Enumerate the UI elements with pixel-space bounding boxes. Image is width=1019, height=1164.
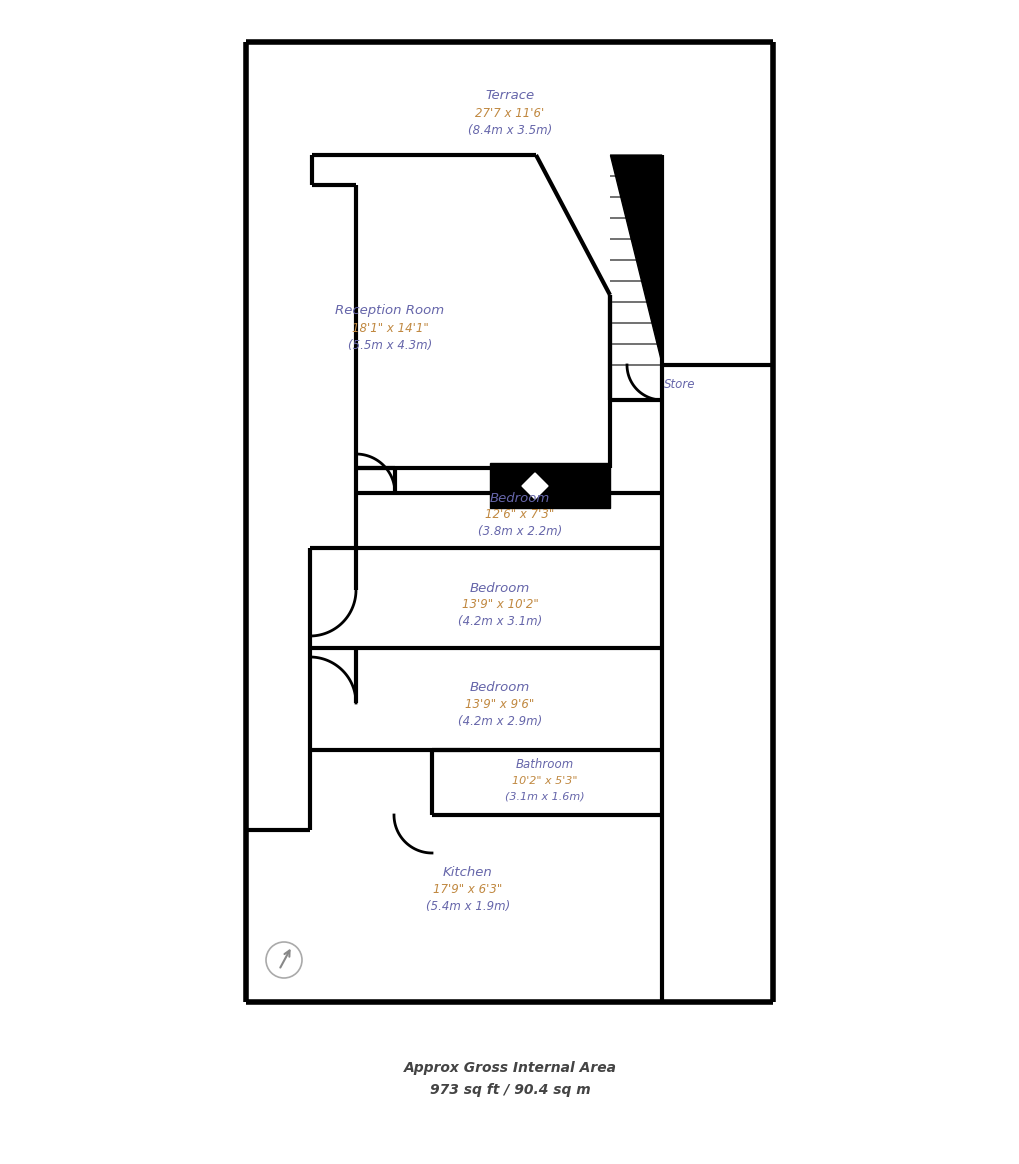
Text: Approx Gross Internal Area: Approx Gross Internal Area	[404, 1062, 615, 1076]
Text: Bedroom: Bedroom	[470, 681, 530, 695]
Text: 13'9" x 10'2": 13'9" x 10'2"	[462, 598, 538, 611]
Text: (4.2m x 2.9m): (4.2m x 2.9m)	[458, 716, 541, 729]
Text: 12'6" x 7'3": 12'6" x 7'3"	[485, 509, 554, 521]
Text: (4.2m x 3.1m): (4.2m x 3.1m)	[458, 616, 541, 629]
Text: (5.5m x 4.3m): (5.5m x 4.3m)	[347, 340, 432, 353]
Text: 18'1" x 14'1": 18'1" x 14'1"	[352, 321, 428, 334]
Text: 17'9" x 6'3": 17'9" x 6'3"	[433, 883, 502, 896]
Polygon shape	[489, 463, 609, 508]
Text: (8.4m x 3.5m): (8.4m x 3.5m)	[468, 123, 551, 136]
Text: Store: Store	[663, 378, 695, 391]
Text: Reception Room: Reception Room	[335, 304, 444, 317]
Text: Bedroom: Bedroom	[489, 491, 549, 504]
Text: Bathroom: Bathroom	[516, 759, 574, 772]
Text: (3.1m x 1.6m): (3.1m x 1.6m)	[504, 792, 584, 802]
Text: 27'7 x 11'6': 27'7 x 11'6'	[475, 106, 544, 120]
Text: 10'2" x 5'3": 10'2" x 5'3"	[512, 776, 577, 786]
Text: Kitchen: Kitchen	[442, 866, 492, 880]
Polygon shape	[609, 155, 661, 365]
Text: Bedroom: Bedroom	[470, 582, 530, 595]
Text: 13'9" x 9'6": 13'9" x 9'6"	[465, 698, 534, 711]
Text: (5.4m x 1.9m): (5.4m x 1.9m)	[426, 901, 510, 914]
Text: 973 sq ft / 90.4 sq m: 973 sq ft / 90.4 sq m	[429, 1083, 590, 1096]
Text: (3.8m x 2.2m): (3.8m x 2.2m)	[478, 525, 561, 539]
Text: Terrace: Terrace	[485, 88, 534, 101]
Polygon shape	[522, 473, 547, 499]
